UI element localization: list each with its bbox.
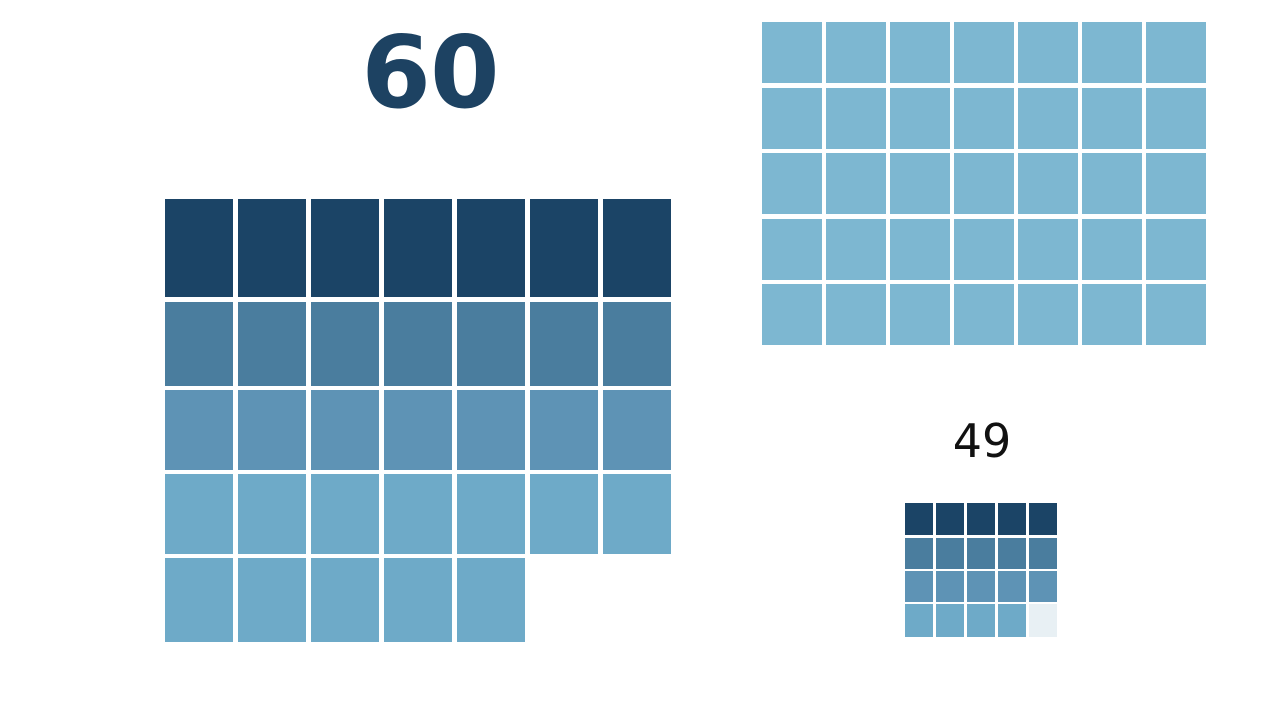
large-grid-square [603, 474, 671, 554]
large-grid-square [238, 302, 306, 386]
large-count-label: 60 [361, 14, 499, 131]
top-right-grid-square [762, 153, 822, 214]
large-grid-square [530, 474, 598, 554]
large-grid-square [384, 558, 452, 642]
top-right-grid-square [762, 218, 822, 280]
large-grid-square [457, 199, 525, 297]
large-grid-square [603, 199, 671, 297]
top-right-grid-square [954, 153, 1014, 214]
top-right-grid-square [1082, 218, 1142, 280]
small-count-label: 49 [952, 414, 1012, 468]
top-right-grid-square [1146, 22, 1206, 83]
small-grid-square [936, 538, 964, 569]
large-grid-square [311, 474, 379, 554]
large-grid-square [530, 199, 598, 297]
large-grid-square [603, 390, 671, 470]
large-grid-square [165, 474, 233, 554]
top-right-grid-square [1146, 218, 1206, 280]
top-right-grid-square [762, 22, 822, 83]
small-grid-square [998, 571, 1026, 602]
small-grid-square [1029, 571, 1057, 602]
large-grid-square [311, 390, 379, 470]
large-grid-square [384, 199, 452, 297]
top-right-grid-square [1082, 284, 1142, 345]
large-grid-square [384, 390, 452, 470]
large-grid-square [603, 302, 671, 386]
small-grid-square [967, 604, 995, 637]
large-grid-square [238, 199, 306, 297]
small-grid-square [936, 571, 964, 602]
top-right-grid-square [1082, 22, 1142, 83]
top-right-grid-square [890, 284, 950, 345]
top-right-grid-square [954, 284, 1014, 345]
top-right-grid-square [1018, 218, 1078, 280]
top-right-grid-square [890, 22, 950, 83]
small-grid-square [967, 538, 995, 569]
top-right-grid-square [762, 284, 822, 345]
large-grid-square [311, 302, 379, 386]
small-grid-square [936, 604, 964, 637]
top-right-grid-square [1018, 153, 1078, 214]
large-grid-square [238, 474, 306, 554]
top-right-grid-square [954, 87, 1014, 149]
large-grid-square [384, 302, 452, 386]
top-right-grid-square [890, 153, 950, 214]
large-square-grid [165, 199, 673, 642]
top-right-grid-square [890, 218, 950, 280]
small-square-grid [905, 503, 1057, 637]
small-grid-square [905, 571, 933, 602]
top-right-grid-square [1146, 87, 1206, 149]
small-grid-square [998, 503, 1026, 535]
large-grid-square [238, 390, 306, 470]
top-right-square-grid [762, 22, 1208, 345]
small-grid-square [1029, 503, 1057, 535]
small-grid-square [998, 604, 1026, 637]
large-grid-square [457, 390, 525, 470]
top-right-grid-square [826, 22, 886, 83]
top-right-grid-square [1018, 284, 1078, 345]
large-grid-square [457, 302, 525, 386]
small-grid-square [967, 571, 995, 602]
large-grid-square [165, 199, 233, 297]
small-grid-square [1029, 538, 1057, 569]
top-right-grid-square [954, 218, 1014, 280]
top-right-grid-square [826, 87, 886, 149]
top-right-grid-square [1146, 153, 1206, 214]
large-grid-square [238, 558, 306, 642]
top-right-grid-square [890, 87, 950, 149]
large-grid-square [311, 558, 379, 642]
small-grid-square [905, 503, 933, 535]
small-grid-square [998, 538, 1026, 569]
top-right-grid-square [826, 218, 886, 280]
small-grid-faded-square [1029, 604, 1057, 637]
small-grid-square [905, 604, 933, 637]
large-grid-square [457, 474, 525, 554]
top-right-grid-square [1146, 284, 1206, 345]
large-grid-square [530, 390, 598, 470]
large-grid-square [530, 302, 598, 386]
large-grid-square [311, 199, 379, 297]
top-right-grid-square [1018, 87, 1078, 149]
top-right-grid-square [826, 284, 886, 345]
top-right-grid-square [1082, 153, 1142, 214]
large-grid-square [165, 558, 233, 642]
large-grid-square [165, 390, 233, 470]
small-grid-square [936, 503, 964, 535]
top-right-grid-square [1018, 22, 1078, 83]
top-right-grid-square [826, 153, 886, 214]
small-grid-square [905, 538, 933, 569]
large-grid-square [457, 558, 525, 642]
large-grid-square [165, 302, 233, 386]
large-grid-square [384, 474, 452, 554]
top-right-grid-square [954, 22, 1014, 83]
small-grid-square [967, 503, 995, 535]
top-right-grid-square [762, 87, 822, 149]
top-right-grid-square [1082, 87, 1142, 149]
